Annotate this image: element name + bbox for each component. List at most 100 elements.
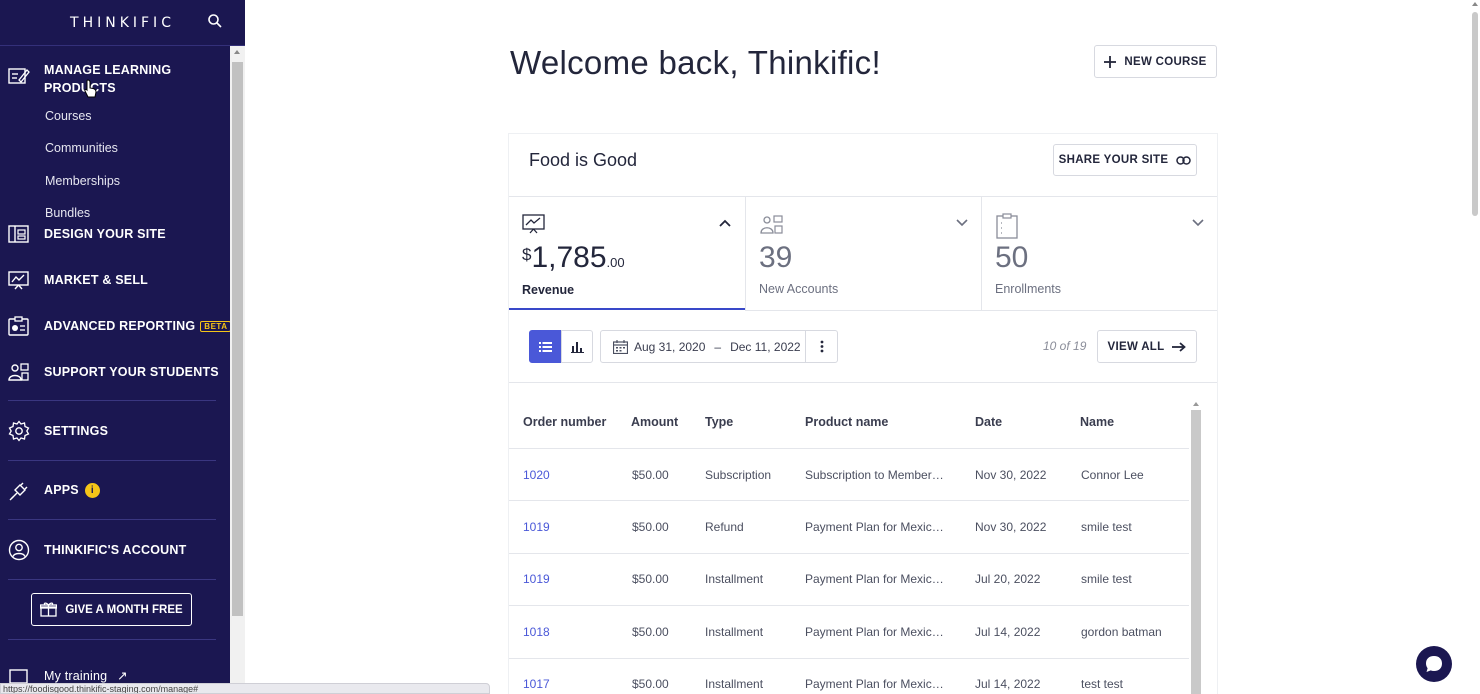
view-all-button[interactable]: VIEW ALL: [1097, 330, 1197, 363]
new-course-label: NEW COURSE: [1124, 55, 1207, 68]
order-number-link[interactable]: 1020: [523, 468, 550, 482]
clipboard-icon: [996, 213, 1018, 239]
date-from: Aug 31, 2020: [634, 339, 706, 354]
scroll-up-arrow-icon[interactable]: [1472, 2, 1478, 6]
product-name-cell: Payment Plan for Mexic…: [805, 625, 944, 639]
column-header-date[interactable]: Date: [975, 415, 1003, 429]
column-header-product-name[interactable]: Product name: [805, 415, 889, 429]
thinkific-logo[interactable]: THINKIFIC: [70, 14, 175, 31]
stat-new-accounts[interactable]: 39 New Accounts: [746, 197, 982, 310]
sidebar-item-settings[interactable]: SETTINGS: [0, 419, 230, 443]
scrollbar-thumb[interactable]: [1191, 410, 1201, 694]
share-your-site-button[interactable]: SHARE YOUR SITE: [1053, 144, 1197, 176]
divider: [745, 310, 1217, 311]
type-cell: Subscription: [705, 468, 772, 482]
order-number-link[interactable]: 1019: [523, 520, 550, 534]
sidebar-item-market-sell[interactable]: MARKET & SELL: [0, 268, 230, 292]
stat-enrollments[interactable]: 50 Enrollments: [982, 197, 1218, 310]
give-a-month-free-button[interactable]: GIVE A MONTH FREE: [31, 593, 192, 626]
list-view-toggle[interactable]: [529, 330, 562, 363]
pagination-count: 10 of 19: [1043, 339, 1087, 353]
order-number-link[interactable]: 1019: [523, 572, 550, 586]
link-icon: [1176, 155, 1192, 165]
name-cell: smile test: [1081, 572, 1132, 586]
table-scrollbar[interactable]: [1190, 400, 1202, 694]
chat-launcher-button[interactable]: [1416, 646, 1452, 682]
sidebar-item-apps[interactable]: APPS i: [0, 479, 230, 503]
sidebar-divider: [8, 519, 216, 520]
sidebar-item-label: PRODUCTS: [44, 81, 116, 95]
more-options-button[interactable]: [805, 330, 838, 363]
edit-document-icon: [8, 65, 30, 87]
sidebar-subitem-courses[interactable]: Courses: [45, 109, 92, 123]
amount-cell: $50.00: [632, 468, 669, 482]
scroll-up-arrow-icon[interactable]: [1193, 402, 1199, 406]
date-range-picker[interactable]: Aug 31, 2020 – Dec 11, 2022: [600, 330, 806, 363]
sidebar-item-thinkifics-account[interactable]: THINKIFIC'S ACCOUNT: [0, 538, 230, 562]
sidebar-subitem-communities[interactable]: Communities: [45, 141, 118, 155]
enrollments-value: 50: [995, 241, 1029, 274]
sidebar-item-support-your-students[interactable]: SUPPORT YOUR STUDENTS: [0, 360, 230, 384]
sidebar-item-label: MARKET & SELL: [44, 273, 148, 287]
divider: [981, 197, 982, 310]
chevron-down-icon[interactable]: [1192, 219, 1204, 227]
new-course-button[interactable]: NEW COURSE: [1094, 45, 1217, 78]
arrow-right-icon: [1172, 341, 1187, 352]
date-to: Dec 11, 2022: [730, 339, 801, 354]
product-name-cell: Subscription to Member…: [805, 468, 944, 482]
column-header-order-number[interactable]: Order number: [523, 415, 607, 429]
product-name-cell: Payment Plan for Mexic…: [805, 520, 944, 534]
sidebar-item-label: ADVANCED REPORTING: [44, 319, 196, 333]
page-scrollbar[interactable]: [1470, 0, 1480, 694]
share-site-label: SHARE YOUR SITE: [1058, 154, 1169, 166]
revenue-cents: .00: [606, 255, 625, 270]
date-cell: Jul 14, 2022: [975, 677, 1041, 691]
scrollbar-thumb[interactable]: [232, 62, 243, 616]
bar-chart-icon: [570, 341, 584, 353]
divider: [509, 448, 1189, 449]
order-number-link[interactable]: 1018: [523, 625, 550, 639]
column-header-type[interactable]: Type: [705, 415, 734, 429]
external-link-icon: ↗: [117, 669, 128, 683]
sidebar-item-label: APPS: [44, 483, 79, 497]
sidebar-scrollbar[interactable]: [230, 46, 245, 694]
plus-icon: [1104, 55, 1117, 68]
search-icon[interactable]: [207, 13, 223, 29]
sidebar-item-design-your-site[interactable]: DESIGN YOUR SITE: [0, 222, 230, 246]
scrollbar-thumb[interactable]: [1472, 12, 1478, 216]
sidebar-item-my-training[interactable]: My training ↗: [0, 664, 230, 684]
sidebar-item-manage-learning-products[interactable]: MANAGE LEARNING PRODUCTS: [0, 58, 230, 98]
scroll-up-arrow-icon[interactable]: [234, 50, 240, 54]
stat-label: Revenue: [522, 283, 575, 297]
sidebar-subitem-memberships[interactable]: Memberships: [45, 174, 121, 188]
chevron-down-icon[interactable]: [956, 219, 968, 227]
stat-revenue[interactable]: $1,785.00 Revenue: [509, 197, 745, 310]
sidebar-item-label: SUPPORT YOUR STUDENTS: [44, 365, 219, 379]
amount-cell: $50.00: [632, 677, 669, 691]
column-header-name[interactable]: Name: [1080, 415, 1115, 429]
chevron-up-icon[interactable]: [719, 219, 731, 227]
kebab-menu-icon: [820, 340, 823, 353]
sidebar-subitem-bundles[interactable]: Bundles: [45, 206, 91, 220]
chart-view-toggle[interactable]: [561, 330, 593, 363]
site-overview-card: [509, 134, 1217, 694]
beta-badge: BETA: [200, 321, 232, 333]
plug-icon: [8, 480, 30, 502]
divider: [509, 196, 1217, 197]
info-badge-icon: i: [84, 483, 100, 499]
date-cell: Nov 30, 2022: [975, 520, 1047, 534]
users-icon: [760, 215, 783, 234]
gift-button-label: GIVE A MONTH FREE: [65, 603, 183, 616]
order-number-link[interactable]: 1017: [523, 677, 550, 691]
currency-symbol: $: [522, 245, 532, 264]
sidebar-item-advanced-reporting[interactable]: ADVANCED REPORTING BETA: [0, 314, 232, 338]
column-header-amount[interactable]: Amount: [631, 415, 679, 429]
sidebar-divider: [8, 400, 216, 401]
sidebar-header: THINKIFIC: [0, 0, 245, 46]
sidebar-divider: [8, 460, 216, 461]
layout-icon: [8, 223, 30, 245]
divider: [509, 500, 1189, 501]
browser-status-url: https://foodisgood.thinkific-staging.com…: [0, 683, 490, 694]
amount-cell: $50.00: [632, 572, 669, 586]
site-name: Food is Good: [529, 150, 638, 170]
